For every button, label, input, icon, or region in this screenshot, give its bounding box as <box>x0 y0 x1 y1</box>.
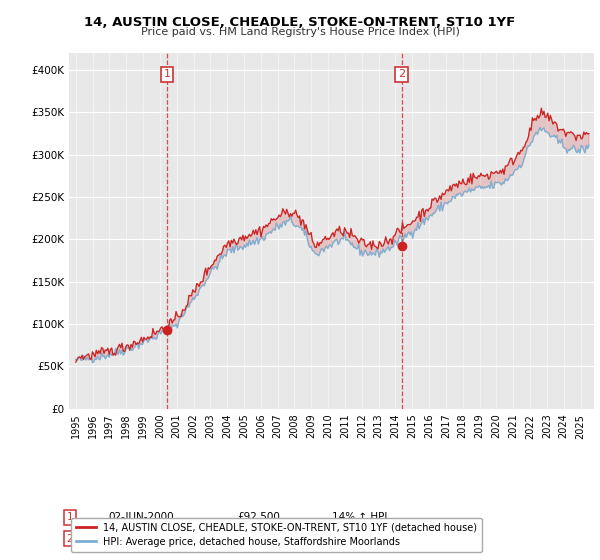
Text: £92,500: £92,500 <box>237 512 280 522</box>
Text: 1: 1 <box>67 512 73 522</box>
Text: £192,000: £192,000 <box>237 534 286 544</box>
Text: 14% ↑ HPI: 14% ↑ HPI <box>331 512 387 522</box>
Text: 2% ↓ HPI: 2% ↓ HPI <box>331 534 380 544</box>
Text: 1: 1 <box>163 69 170 80</box>
Text: 14, AUSTIN CLOSE, CHEADLE, STOKE-ON-TRENT, ST10 1YF: 14, AUSTIN CLOSE, CHEADLE, STOKE-ON-TREN… <box>85 16 515 29</box>
Text: 02-JUN-2000: 02-JUN-2000 <box>109 512 174 522</box>
Text: 2: 2 <box>398 69 405 80</box>
Legend: 14, AUSTIN CLOSE, CHEADLE, STOKE-ON-TRENT, ST10 1YF (detached house), HPI: Avera: 14, AUSTIN CLOSE, CHEADLE, STOKE-ON-TREN… <box>71 518 482 552</box>
Text: 2: 2 <box>67 534 73 544</box>
Text: 14-MAY-2014: 14-MAY-2014 <box>109 534 176 544</box>
Text: Price paid vs. HM Land Registry's House Price Index (HPI): Price paid vs. HM Land Registry's House … <box>140 27 460 37</box>
